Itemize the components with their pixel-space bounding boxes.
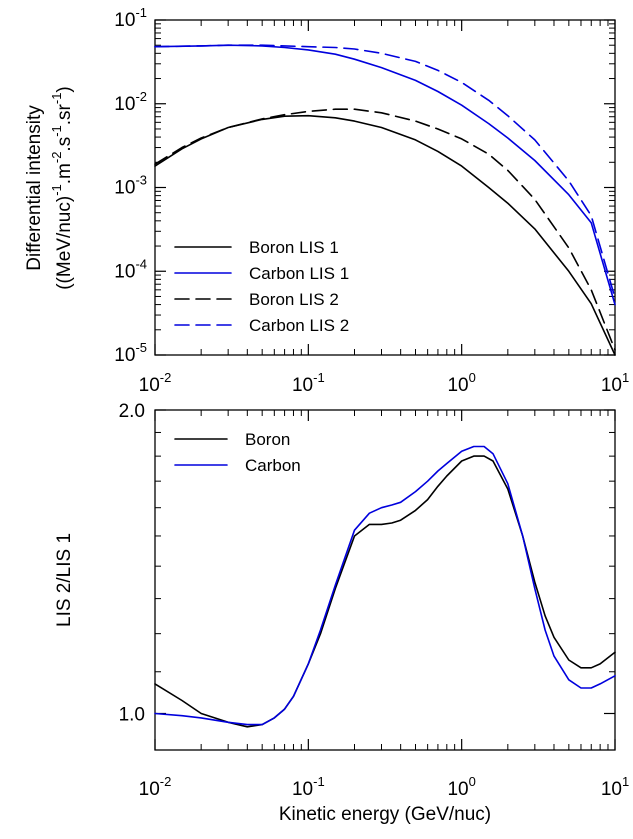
series-carbon-line (154, 445, 616, 726)
upper-y-tick-label: 10-1 (114, 5, 147, 31)
upper-panel: 10-2 10-1 100 101 10-5 10-4 10-3 10-2 10-1 Boro… (24, 5, 629, 396)
legend-boron-lis-2-label: Boron LIS 2 (249, 290, 339, 309)
lower-y-tick-labels: 1.0 2.0 (119, 401, 145, 725)
upper-plot-frame (154, 19, 616, 356)
lower-x-axis-title: Kinetic energy (GeV/nuc) (279, 804, 491, 825)
lower-series (154, 445, 616, 728)
lower-x-tick-label: 100 (447, 774, 475, 800)
legend-carbon-lis-2-label: Carbon LIS 2 (249, 316, 349, 335)
upper-x-tick-label: 100 (447, 370, 475, 396)
lower-legend: Boron Carbon (174, 430, 301, 475)
lower-x-tick-label: 10-1 (292, 774, 325, 800)
upper-x-tick-label: 10-2 (139, 370, 172, 396)
series-carbon-lis-2-line (154, 44, 616, 299)
upper-y-axis-title-line2: ((MeV/nuc)-1.m-2.s-1.sr-1) (49, 86, 75, 290)
upper-y-tick-label: 10-3 (114, 173, 147, 199)
lower-y-tick-label: 1.0 (119, 704, 145, 725)
upper-y-tick-labels: 10-5 10-4 10-3 10-2 10-1 (114, 5, 147, 366)
upper-x-tick-label: 101 (601, 370, 629, 396)
upper-x-tick-label: 10-1 (292, 370, 325, 396)
lower-x-tick-label: 101 (601, 774, 629, 800)
upper-y-axis-title-line1: Differential intensity (24, 105, 45, 271)
upper-x-tick-labels: 10-2 10-1 100 101 (139, 370, 630, 396)
legend-boron-label: Boron (245, 430, 290, 449)
upper-series (154, 44, 616, 356)
upper-ticks (154, 19, 616, 356)
series-carbon-lis-1-line (154, 44, 616, 306)
lower-x-tick-labels: 10-2 10-1 100 101 (139, 774, 630, 800)
upper-y-tick-label: 10-2 (114, 89, 147, 115)
legend-carbon-lis-1-label: Carbon LIS 1 (249, 264, 349, 283)
legend-boron-lis-1-label: Boron LIS 1 (249, 238, 339, 257)
series-boron-lis-1-line (154, 114, 616, 356)
lower-panel: 10-2 10-1 100 101 1.0 2.0 Boron Carbon LIS 2/… (54, 401, 629, 825)
upper-y-tick-label: 10-4 (114, 256, 147, 282)
lower-ticks (154, 409, 616, 750)
legend-carbon-label: Carbon (245, 456, 301, 475)
series-boron-line (154, 455, 616, 728)
lower-y-tick-label: 2.0 (119, 401, 145, 422)
series-boron-lis-2-line (154, 108, 616, 351)
upper-y-tick-label: 10-5 (114, 340, 147, 366)
upper-legend: Boron LIS 1 Carbon LIS 1 Boron LIS 2 Carbon… (174, 238, 349, 335)
lower-x-tick-label: 10-2 (139, 774, 172, 800)
lower-y-axis-title: LIS 2/LIS 1 (54, 533, 75, 627)
lower-plot-frame (154, 409, 616, 751)
